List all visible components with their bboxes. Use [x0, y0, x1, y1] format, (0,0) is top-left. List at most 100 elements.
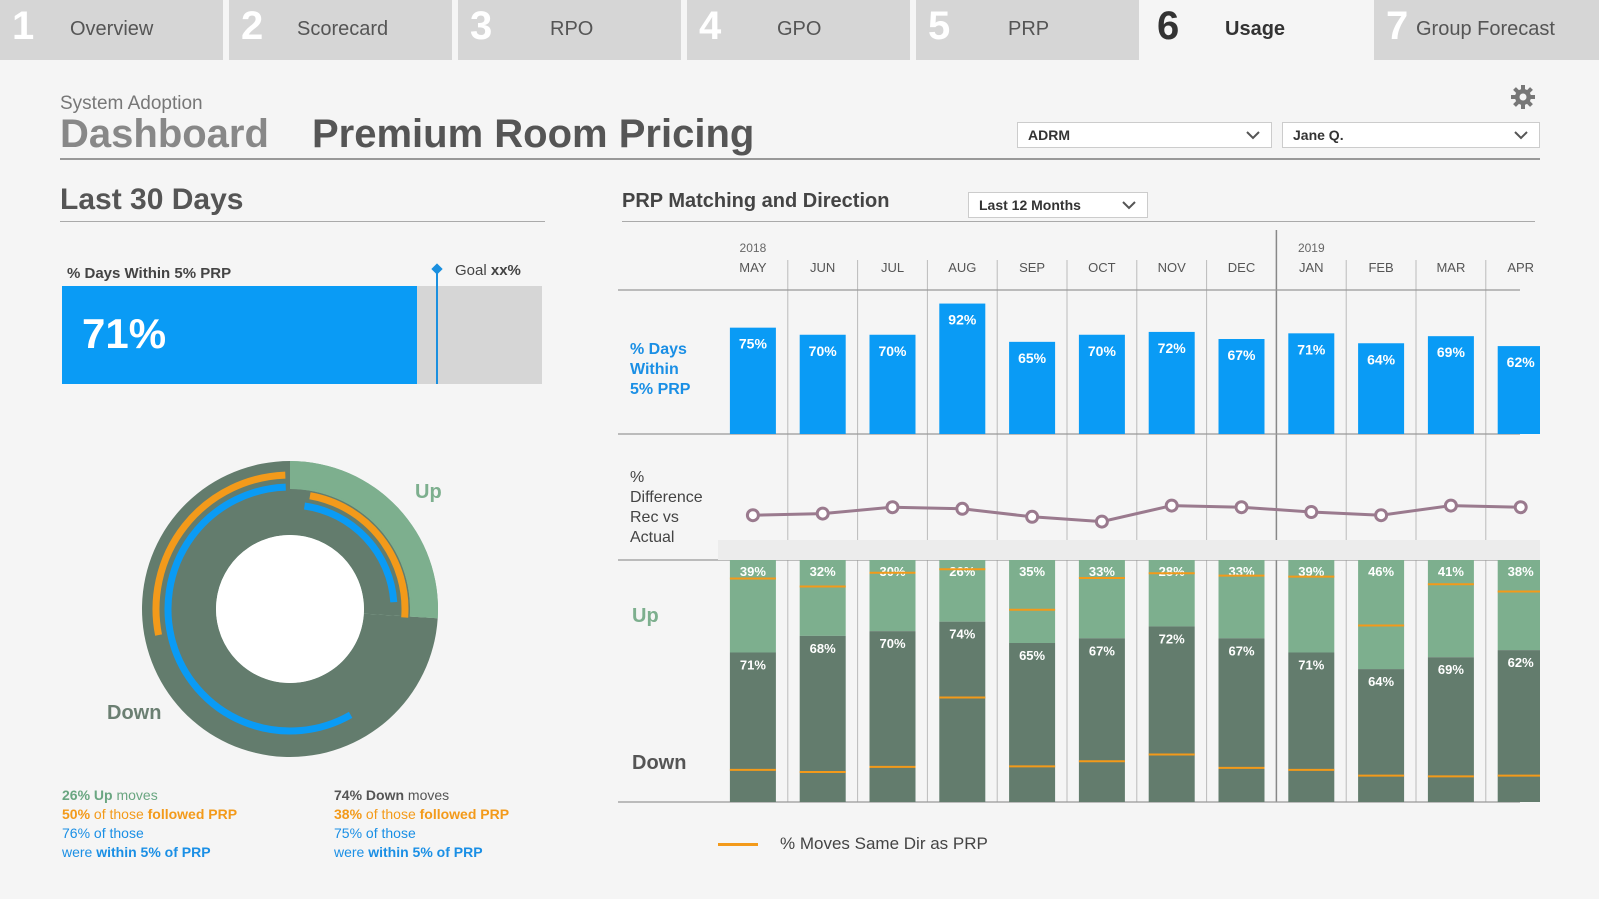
difference-point: [1025, 509, 1040, 524]
tab-group-forecast[interactable]: 7 Group Forecast: [1374, 0, 1599, 60]
bar-days-within: [1148, 331, 1195, 434]
stat-down-within-end: within 5% of PRP: [368, 844, 483, 860]
stat-down-share: 74% Down: [334, 787, 405, 803]
bar-down-share: [869, 631, 916, 802]
bar-label-down: 65%: [1019, 648, 1045, 663]
tab-number: 3: [470, 4, 493, 48]
row-label-line: %: [630, 469, 645, 486]
stat-down-within: 75% of those: [334, 825, 416, 841]
month-label: JUL: [881, 260, 904, 275]
difference-trend-line: [752, 504, 1521, 524]
tab-usage[interactable]: 6 Usage: [1145, 0, 1368, 60]
tab-label: Overview: [70, 18, 154, 40]
chevron-down-icon: [1514, 131, 1528, 140]
tab-gpo[interactable]: 4 GPO: [687, 0, 910, 60]
month-label: SEP: [1019, 260, 1045, 275]
tab-label: PRP: [1008, 18, 1050, 40]
difference-point: [1164, 498, 1179, 513]
bar-down-share: [729, 652, 776, 802]
bar-up-share: [799, 560, 846, 636]
month-label: OCT: [1088, 260, 1116, 275]
month-label: JUN: [810, 260, 835, 275]
tab-label: Group Forecast: [1416, 18, 1555, 40]
goal-label: Goal xx%: [455, 262, 521, 279]
donut-up-inner-band: [290, 489, 411, 617]
tab-scorecard[interactable]: 2 Scorecard: [229, 0, 452, 60]
bar-down-share: [1427, 657, 1474, 802]
donut-label-up: Up: [415, 481, 442, 503]
stat-up-share: 26% Up: [62, 787, 113, 803]
bar-up-share: [729, 560, 776, 653]
stat-up-share-text: moves: [112, 787, 158, 803]
row-label-line: Within: [630, 361, 679, 378]
bar-label-down: 71%: [1298, 657, 1324, 672]
donut-up-within-arc: [303, 502, 398, 603]
bar-label-up: 38%: [1508, 564, 1534, 579]
goal-marker-line: [436, 270, 439, 384]
month-label: DEC: [1228, 260, 1255, 275]
chevron-down-icon: [1246, 131, 1260, 140]
tab-rpo[interactable]: 3 RPO: [458, 0, 681, 60]
legend-label-same-dir: % Moves Same Dir as PRP: [780, 834, 988, 853]
bar-label-down: 67%: [1228, 643, 1254, 658]
period-select[interactable]: Last 12 Months: [968, 192, 1148, 218]
bar-days-within: [1427, 336, 1474, 434]
tab-prp[interactable]: 5 PRP: [916, 0, 1139, 60]
goal-marker-diamond: [431, 263, 444, 275]
legend-swatch-same-dir: [718, 843, 758, 846]
gear-icon[interactable]: [1510, 84, 1536, 110]
goal-value: xx%: [490, 262, 521, 279]
bar-label-up: 46%: [1368, 564, 1394, 579]
stack-header-band: [718, 540, 1540, 560]
bar-days-within: [1288, 333, 1335, 434]
bar-up-share: [1497, 560, 1540, 651]
bar-down-share: [1288, 652, 1335, 802]
bar-label-down: 70%: [879, 636, 905, 651]
stat-up-followed: 50%: [62, 806, 91, 822]
bar-days-within: [1358, 343, 1405, 434]
difference-point: [1513, 500, 1528, 515]
stat-up-within: 76% of those: [62, 825, 144, 841]
bar-days-within: [799, 334, 846, 434]
bar-label-up: 39%: [740, 564, 766, 579]
tab-bar: 1 Overview 2 Scorecard 3 RPO 4 GPO 5 PRP…: [0, 0, 1599, 60]
header-divider: [60, 158, 1540, 160]
tab-number: 7: [1386, 4, 1409, 48]
tab-number: 2: [241, 4, 264, 48]
year-label-2019: 2019: [1298, 241, 1325, 255]
bar-label-days-within: 67%: [1227, 347, 1256, 363]
bar-down-share: [1497, 650, 1540, 802]
difference-point: [1443, 498, 1458, 513]
row-label-line: Difference: [630, 489, 703, 506]
bar-up-share: [1358, 560, 1405, 670]
bar-up-share: [1288, 560, 1335, 653]
bar-label-days-within: 65%: [1018, 350, 1047, 366]
bar-down-share: [1358, 669, 1405, 802]
tab-label: GPO: [777, 18, 822, 40]
bar-label-days-within: 69%: [1437, 344, 1466, 360]
metric-select-value: ADRM: [1028, 127, 1070, 143]
difference-point: [1234, 500, 1249, 515]
difference-point: [1304, 505, 1319, 519]
bar-label-down: 67%: [1089, 643, 1115, 658]
bar-label-days-within: 75%: [739, 336, 768, 352]
tab-overview[interactable]: 1 Overview: [0, 0, 223, 60]
bar-down-share: [1218, 638, 1265, 802]
stat-up-followed-end: followed PRP: [147, 806, 238, 822]
kpi-bar-fill: [62, 286, 418, 384]
metric-select[interactable]: ADRM: [1017, 122, 1272, 148]
prp-matching-chart: 2018 2019 MAY 75% 39% 71% JUN 70% 32% 68% JUL 70% 30…: [618, 230, 1540, 803]
bar-label-days-within: 92%: [948, 312, 977, 328]
user-select[interactable]: Jane Q.: [1282, 122, 1540, 148]
bar-label-down: 72%: [1159, 631, 1185, 646]
bar-label-down: 68%: [810, 641, 836, 656]
tab-number: 6: [1157, 4, 1180, 48]
row-label-down: Down: [632, 752, 687, 774]
bar-label-days-within: 70%: [878, 343, 907, 359]
period-select-value: Last 12 Months: [979, 197, 1081, 213]
down-stats: 74% Down moves 38% of those followed PRP…: [334, 786, 509, 862]
bar-days-within: [1497, 346, 1540, 434]
bar-label-up: 28%: [1159, 564, 1185, 579]
bar-label-up: 30%: [879, 564, 905, 579]
tab-number: 5: [928, 4, 951, 48]
